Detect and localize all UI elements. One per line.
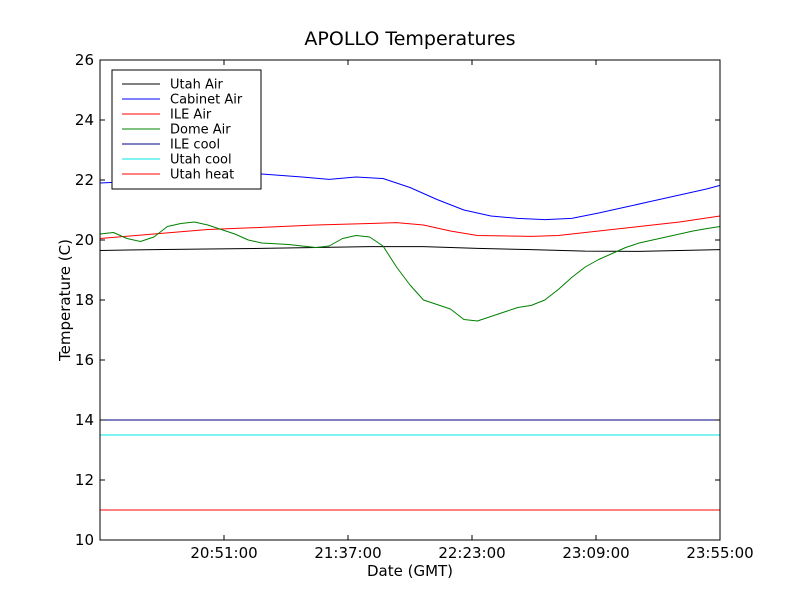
x-axis-label: Date (GMT) [367, 562, 453, 580]
series-line-ile-air [99, 215, 721, 239]
legend-label-ile-cool: ILE cool [170, 138, 220, 153]
x-tick-label: 22:23:00 [438, 544, 505, 562]
x-tick-label: 21:37:00 [314, 544, 381, 562]
y-tick-label: 26 [75, 51, 94, 69]
legend-label-utah-cool: Utah cool [170, 153, 232, 168]
y-tick-label: 22 [75, 171, 94, 189]
y-tick-label: 18 [75, 291, 94, 309]
y-tick-label: 12 [75, 471, 94, 489]
ticks-group: 10 12 14 16 18 20 22 24 26 20:51:00 21:37:00 22:23:… [75, 51, 754, 562]
x-tick-label: 23:55:00 [686, 544, 753, 562]
y-tick-label: 20 [75, 231, 94, 249]
x-tick-label: 20:51:00 [190, 544, 257, 562]
chart-title: APOLLO Temperatures [304, 28, 515, 50]
series-line-utah-air [99, 246, 721, 252]
y-tick-label: 24 [75, 111, 94, 129]
y-tick-label: 14 [75, 411, 94, 429]
x-tick-label: 23:09:00 [562, 544, 629, 562]
legend-label-dome-air: Dome Air [170, 123, 231, 138]
legend-label-utah-heat: Utah heat [170, 168, 234, 183]
series-line-dome-air [99, 221, 721, 322]
legend-label-utah-air: Utah Air [170, 78, 223, 93]
y-tick-label: 16 [75, 351, 94, 369]
y-tick-label: 10 [75, 531, 94, 549]
legend-label-cabinet-air: Cabinet Air [170, 93, 243, 108]
legend-label-ile-air: ILE Air [170, 108, 212, 123]
y-axis-label: Temperature (C) [56, 239, 74, 362]
